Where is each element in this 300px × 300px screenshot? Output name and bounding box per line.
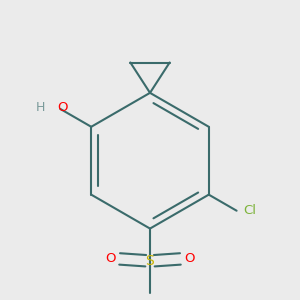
- Text: O: O: [184, 252, 195, 266]
- Text: O: O: [105, 252, 116, 266]
- Text: Cl: Cl: [243, 204, 256, 217]
- Text: O: O: [57, 100, 67, 114]
- Text: S: S: [146, 254, 154, 268]
- Text: H: H: [36, 100, 45, 114]
